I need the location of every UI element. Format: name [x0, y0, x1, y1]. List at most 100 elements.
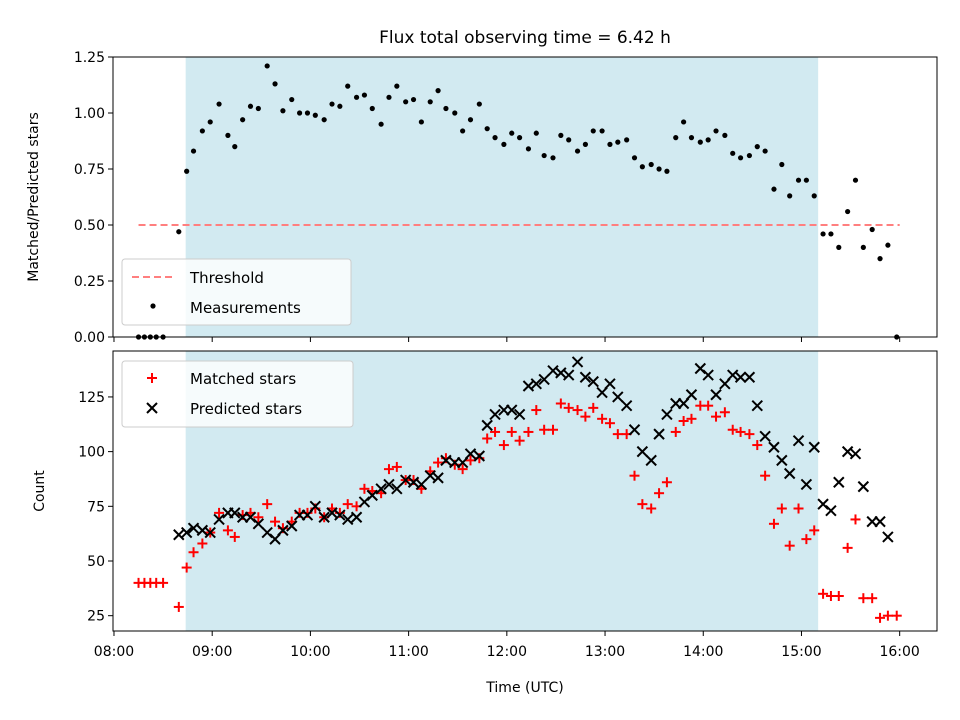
predicted-point: [399, 474, 412, 486]
cross-b: [244, 511, 257, 523]
matched-point: [646, 503, 657, 514]
cross-b: [464, 448, 477, 460]
cross-b: [399, 474, 412, 486]
matched-point: [391, 461, 402, 472]
cross-b: [375, 483, 387, 495]
predicted-point: [555, 367, 567, 379]
predicted-point: [415, 478, 428, 491]
legend-predicted-swatch: [146, 402, 158, 414]
predicted-point: [768, 441, 780, 453]
matched-point: [222, 525, 233, 536]
matched-point: [654, 488, 665, 499]
predicted-point: [800, 478, 813, 491]
matched-point: [711, 411, 722, 422]
measurement-point: [705, 137, 711, 143]
measurement-point: [730, 150, 736, 156]
measurement-point: [656, 166, 662, 172]
bottom-x-ticks: 08:00 09:00 10:00 11:00 12:00 13:00 14:00 15:00…: [94, 631, 920, 660]
matched-point: [637, 499, 648, 510]
measurement-point: [828, 231, 834, 237]
predicted-point: [571, 356, 584, 368]
legend-matched-label: Matched stars: [190, 370, 296, 388]
cross-b: [213, 513, 225, 526]
predicted-point: [874, 515, 886, 528]
y-tick-label: 1.25: [74, 50, 105, 66]
cross-b: [743, 371, 756, 383]
matched-point: [580, 411, 591, 422]
cross-b: [391, 483, 403, 495]
predicted-point: [825, 504, 837, 517]
measurement-point: [836, 244, 842, 250]
cross-b: [571, 356, 584, 368]
measurement-point: [304, 110, 311, 116]
cross-b: [538, 373, 550, 386]
bottom-panel: 25 50 75 100 125 08:00 09:00 10:00 11:00 12:00 13…: [32, 350, 938, 696]
measurement-point: [582, 141, 589, 147]
measurement-point: [631, 155, 638, 161]
measurement-point: [337, 103, 343, 109]
cross-b: [334, 509, 346, 521]
measurement-point: [443, 105, 449, 112]
measurement-point: [795, 177, 802, 183]
top-legend-box: [121, 258, 352, 326]
measurement-point: [754, 144, 760, 150]
matched-point: [661, 477, 672, 488]
cross-b: [196, 524, 209, 537]
matched-point: [214, 507, 225, 518]
predicted-point: [522, 380, 535, 392]
matched-point: [563, 402, 574, 413]
measurement-point: [369, 105, 375, 112]
predicted-point: [180, 526, 193, 539]
matched-point: [253, 512, 264, 523]
y-tick-label: 1.00: [74, 106, 105, 122]
predicted-point: [841, 445, 854, 458]
predicted-point: [277, 524, 289, 537]
predicted-point: [882, 531, 894, 543]
top-x-ticks: [113, 337, 901, 342]
y-tick-label: 0.75: [74, 162, 105, 178]
measurement-point: [803, 177, 809, 183]
predicted-point: [547, 364, 559, 377]
matched-point: [270, 516, 281, 527]
cross-b: [547, 364, 559, 377]
cross-b: [792, 434, 805, 447]
cross-b: [685, 389, 698, 401]
top-y-axis-label: Matched/Predicted stars: [26, 112, 42, 282]
predicted-point: [213, 513, 225, 526]
cross-b: [366, 489, 378, 502]
measurement-point: [852, 177, 859, 183]
x-tick-label: 14:00: [683, 644, 723, 660]
matched-point: [776, 503, 787, 514]
measurement-point: [240, 117, 246, 123]
predicted-point: [489, 408, 501, 421]
cross-b: [318, 511, 330, 523]
measurement-point: [272, 81, 278, 87]
predicted-point: [562, 369, 575, 381]
measurement-point: [492, 135, 498, 141]
matched-point: [359, 483, 370, 494]
y-tick-label: 50: [87, 554, 105, 570]
cross-b: [702, 369, 714, 381]
matched-point: [514, 435, 525, 446]
predicted-point: [727, 369, 739, 381]
measurement-point: [321, 117, 327, 123]
measurement-point: [232, 144, 238, 150]
predicted-point: [776, 454, 788, 467]
matched-point: [686, 413, 697, 424]
predicted-point: [792, 434, 805, 447]
matched-point: [833, 591, 844, 601]
cross-b: [252, 518, 265, 530]
matched-point: [158, 577, 169, 588]
y-tick-label: 0.00: [74, 330, 105, 346]
measurement-point: [681, 119, 687, 125]
legend-measurements-swatch: [150, 303, 156, 309]
matched-point: [197, 538, 208, 549]
measurement-point: [353, 94, 360, 100]
predicted-point: [612, 391, 624, 403]
measurement-points: [135, 63, 900, 340]
cross-b: [751, 399, 763, 412]
matched-point: [229, 531, 240, 542]
measurement-point: [476, 101, 482, 107]
measurement-point: [574, 148, 581, 154]
chart-title: Flux total observing time = 6.42 h: [379, 28, 671, 48]
